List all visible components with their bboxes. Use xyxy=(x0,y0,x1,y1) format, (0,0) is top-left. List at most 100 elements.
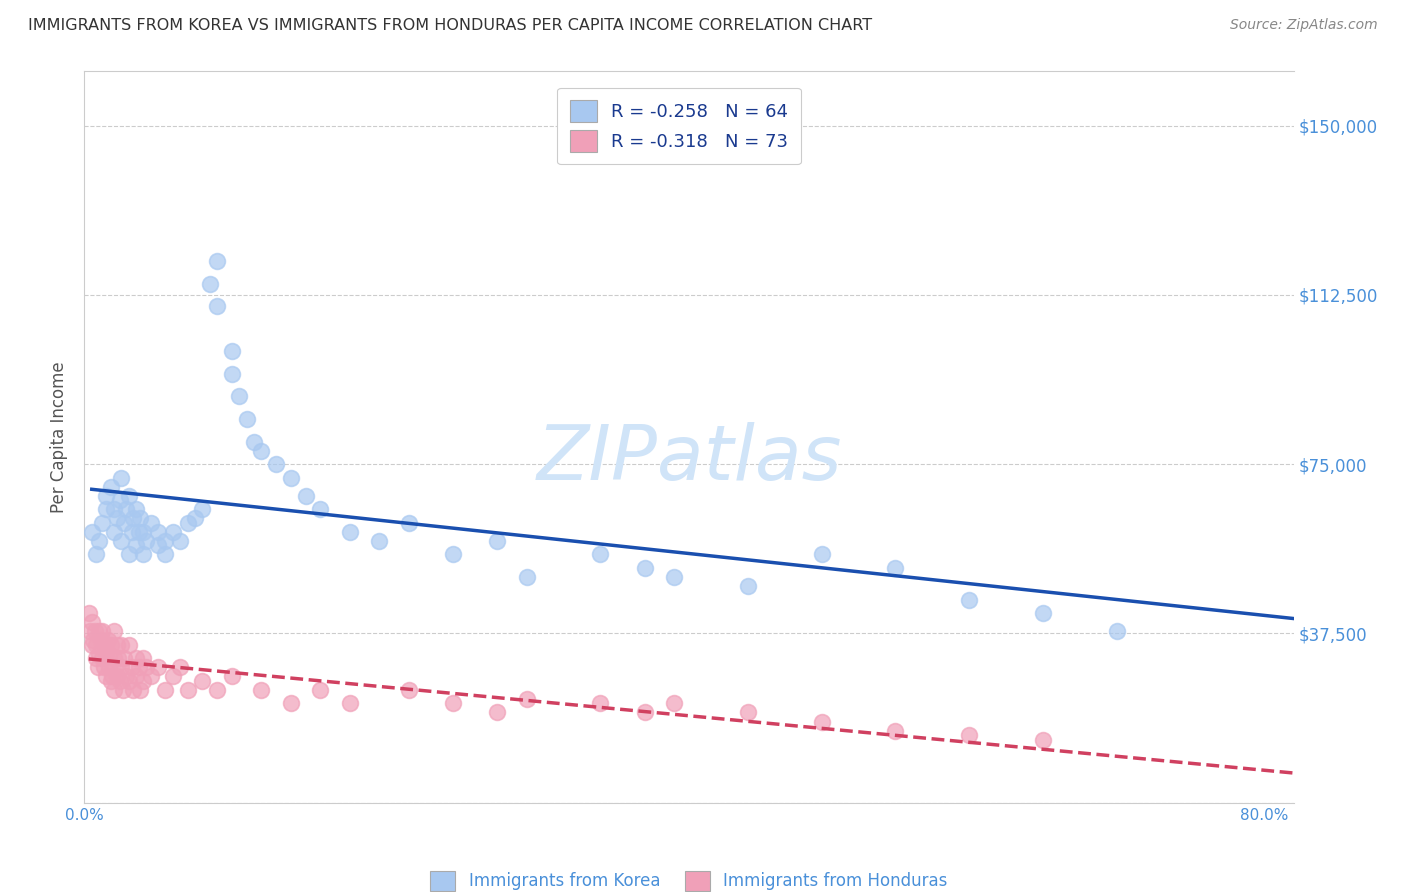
Point xyxy=(250,443,273,458)
Point xyxy=(112,516,135,530)
Point xyxy=(664,570,686,584)
Point xyxy=(96,489,118,503)
Point xyxy=(105,638,128,652)
Point xyxy=(339,524,361,539)
Point xyxy=(96,669,118,683)
Point xyxy=(77,606,100,620)
Point xyxy=(198,277,221,291)
Point xyxy=(664,697,686,711)
Point xyxy=(205,299,228,313)
Point xyxy=(139,669,162,683)
Point xyxy=(205,682,228,697)
Point xyxy=(132,651,155,665)
Point xyxy=(884,561,907,575)
Point xyxy=(93,660,115,674)
Point xyxy=(125,538,148,552)
Point xyxy=(155,548,177,562)
Point xyxy=(146,660,169,674)
Point xyxy=(87,533,110,548)
Point xyxy=(486,706,509,720)
Text: Source: ZipAtlas.com: Source: ZipAtlas.com xyxy=(1230,18,1378,32)
Point xyxy=(100,673,122,688)
Point xyxy=(80,524,103,539)
Point xyxy=(107,651,129,665)
Point xyxy=(191,673,214,688)
Point xyxy=(221,669,243,683)
Point xyxy=(87,647,110,661)
Point xyxy=(184,511,207,525)
Point xyxy=(146,524,169,539)
Point xyxy=(589,548,612,562)
Point xyxy=(98,660,121,674)
Point xyxy=(114,502,136,516)
Point xyxy=(110,660,132,674)
Point xyxy=(486,533,509,548)
Point xyxy=(117,638,139,652)
Text: ZIPatlas: ZIPatlas xyxy=(536,422,842,496)
Point xyxy=(112,651,135,665)
Point xyxy=(91,651,114,665)
Point xyxy=(84,651,107,665)
Point xyxy=(309,682,332,697)
Point xyxy=(86,660,108,674)
Point xyxy=(1032,606,1054,620)
Point xyxy=(91,516,114,530)
Point xyxy=(957,592,980,607)
Point xyxy=(110,471,132,485)
Point xyxy=(84,548,107,562)
Point xyxy=(516,692,538,706)
Point xyxy=(339,697,361,711)
Point xyxy=(96,647,118,661)
Point xyxy=(100,638,122,652)
Point xyxy=(810,548,832,562)
Point xyxy=(104,660,127,674)
Legend: Immigrants from Korea, Immigrants from Honduras: Immigrants from Korea, Immigrants from H… xyxy=(422,863,956,892)
Point xyxy=(737,706,759,720)
Point xyxy=(243,434,266,449)
Point xyxy=(294,489,316,503)
Point xyxy=(884,723,907,738)
Point xyxy=(368,533,391,548)
Point xyxy=(398,516,420,530)
Point xyxy=(80,615,103,630)
Point xyxy=(139,516,162,530)
Point xyxy=(110,638,132,652)
Point xyxy=(191,502,214,516)
Point xyxy=(125,502,148,516)
Point xyxy=(125,669,148,683)
Point xyxy=(634,706,657,720)
Point xyxy=(957,728,980,742)
Point xyxy=(132,673,155,688)
Point xyxy=(114,669,136,683)
Point xyxy=(1105,624,1128,639)
Point xyxy=(103,651,125,665)
Point xyxy=(441,548,464,562)
Point xyxy=(205,254,228,268)
Point xyxy=(96,502,118,516)
Point xyxy=(129,682,152,697)
Point xyxy=(117,548,139,562)
Point xyxy=(122,511,145,525)
Point xyxy=(132,548,155,562)
Point xyxy=(117,489,139,503)
Point xyxy=(87,624,110,639)
Point xyxy=(125,651,148,665)
Point xyxy=(280,471,302,485)
Point xyxy=(128,524,150,539)
Y-axis label: Per Capita Income: Per Capita Income xyxy=(51,361,69,513)
Point xyxy=(228,389,250,403)
Point xyxy=(398,682,420,697)
Point xyxy=(103,682,125,697)
Point xyxy=(155,533,177,548)
Point xyxy=(103,624,125,639)
Point xyxy=(589,697,612,711)
Point xyxy=(100,480,122,494)
Point xyxy=(108,673,131,688)
Point xyxy=(105,669,128,683)
Point xyxy=(634,561,657,575)
Point xyxy=(155,682,177,697)
Point xyxy=(810,714,832,729)
Point xyxy=(98,647,121,661)
Point xyxy=(169,660,191,674)
Point xyxy=(129,511,152,525)
